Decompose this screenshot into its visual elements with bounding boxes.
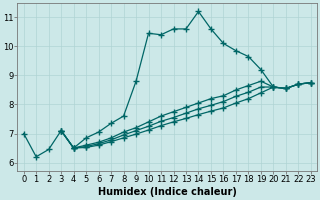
X-axis label: Humidex (Indice chaleur): Humidex (Indice chaleur) (98, 187, 237, 197)
